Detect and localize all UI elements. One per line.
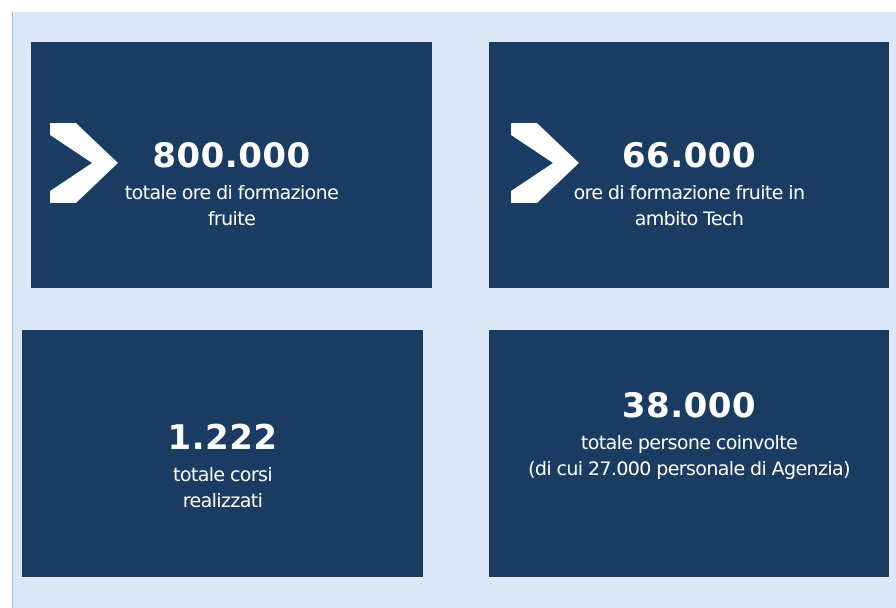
stat-card: 800.000 totale ore di formazione fruite (31, 42, 432, 288)
stat-label: ambito Tech (634, 208, 744, 230)
stat-label: (di cui 27.000 personale di Agenzia) (528, 458, 850, 480)
stat-label: fruite (207, 208, 256, 230)
stat-card: 66.000 ore di formazione fruite in ambit… (489, 42, 889, 288)
stat-label: totale persone coinvolte (580, 432, 798, 454)
chevron-icon (50, 123, 118, 203)
stat-card: 38.000 totale persone coinvolte (di cui … (489, 330, 889, 577)
stat-value: 1.222 (167, 418, 278, 458)
stat-label: totale ore di formazione (124, 182, 339, 204)
stat-value: 800.000 (152, 136, 311, 176)
stat-label: realizzati (182, 490, 263, 512)
stat-value: 66.000 (621, 136, 757, 176)
stat-label: ore di formazione fruite in (573, 182, 805, 204)
stat-label: totale corsi (172, 464, 273, 486)
stat-card: 1.222 totale corsi realizzati (22, 330, 423, 577)
stat-value: 38.000 (621, 386, 757, 426)
chevron-icon (511, 123, 579, 203)
